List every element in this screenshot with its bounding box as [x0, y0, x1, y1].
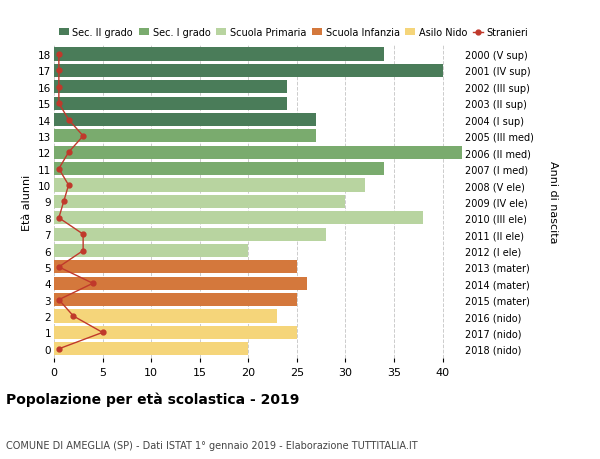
Bar: [54, 293, 297, 307]
Text: COMUNE DI AMEGLIA (SP) - Dati ISTAT 1° gennaio 2019 - Elaborazione TUTTITALIA.IT: COMUNE DI AMEGLIA (SP) - Dati ISTAT 1° g…: [6, 440, 418, 450]
Bar: [54, 310, 277, 323]
Bar: [54, 48, 384, 62]
Text: Popolazione per età scolastica - 2019: Popolazione per età scolastica - 2019: [6, 392, 299, 406]
Bar: [54, 326, 297, 339]
Bar: [54, 163, 384, 176]
Bar: [54, 245, 248, 257]
Bar: [54, 114, 316, 127]
Bar: [54, 130, 316, 143]
Bar: [54, 179, 365, 192]
Bar: [54, 65, 443, 78]
Bar: [54, 81, 287, 94]
Bar: [54, 277, 307, 290]
Y-axis label: Età alunni: Età alunni: [22, 174, 32, 230]
Bar: [54, 228, 326, 241]
Bar: [54, 196, 346, 208]
Bar: [54, 212, 423, 225]
Bar: [54, 97, 287, 111]
Y-axis label: Anni di nascita: Anni di nascita: [548, 161, 557, 243]
Bar: [54, 261, 297, 274]
Bar: [54, 342, 248, 356]
Legend: Sec. II grado, Sec. I grado, Scuola Primaria, Scuola Infanzia, Asilo Nido, Stran: Sec. II grado, Sec. I grado, Scuola Prim…: [59, 28, 529, 38]
Bar: [54, 146, 462, 159]
